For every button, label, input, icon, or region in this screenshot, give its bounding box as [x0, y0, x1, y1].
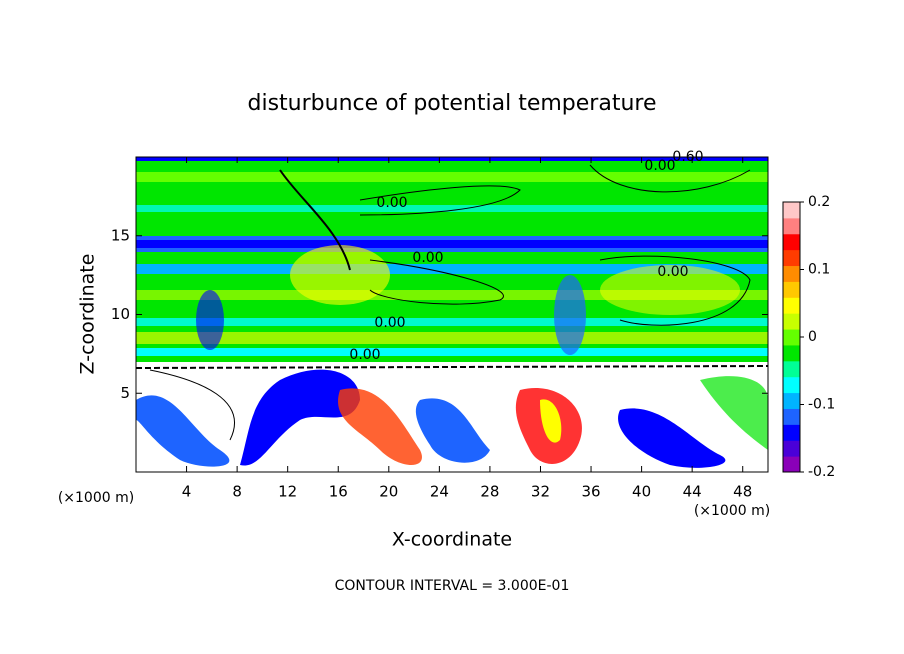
x-tick-label: 40 [632, 483, 651, 501]
x-tick-label: 16 [329, 483, 348, 501]
contour-label: 0.00 [644, 158, 675, 174]
x-tick-label: 36 [581, 483, 600, 501]
colorbar-segment [783, 360, 800, 378]
colorbar-tick-label: 0.2 [808, 194, 830, 210]
colorbar-segment [783, 344, 800, 362]
colorbar-tick-label: -0.1 [808, 397, 835, 413]
y-tick-label: 10 [111, 305, 130, 323]
colorbar-segment [783, 456, 800, 473]
contour-label: 0.60 [672, 149, 703, 165]
footer-note: CONTOUR INTERVAL = 3.000E-01 [335, 578, 570, 594]
contour-label: 0.00 [349, 347, 380, 363]
x-tick-label: 48 [733, 483, 752, 501]
x-tick-label: 44 [683, 483, 702, 501]
colorbar-segment [783, 392, 800, 409]
colorbar-segment [783, 249, 800, 267]
contour-label: 0.00 [374, 315, 405, 331]
x-tick-label: 20 [379, 483, 398, 501]
x-unit-label: (×1000 m) [58, 490, 134, 506]
x-tick-label: 32 [531, 483, 550, 501]
colorbar-segment [783, 313, 800, 330]
colorbar-segment [783, 408, 800, 425]
colorbar-segment [783, 265, 800, 282]
x-tick-label: 8 [232, 483, 242, 501]
x-axis-label: X-coordinate [392, 529, 512, 551]
x-tick-label: 4 [182, 483, 192, 501]
colorbar-segment [783, 297, 800, 314]
x-unit-label: (×1000 m) [694, 503, 770, 519]
colorbar-segment [783, 217, 800, 235]
colorbar-segment [783, 440, 800, 457]
colorbar-tick-label: 0 [808, 329, 817, 345]
chart-title: disturbunce of potential temperature [248, 91, 657, 116]
colorbar-segment [783, 329, 800, 346]
y-tick-label: 5 [120, 384, 130, 402]
y-tick-label: 15 [111, 226, 130, 244]
x-tick-label: 28 [480, 483, 499, 501]
colorbar-segment [783, 202, 800, 219]
y-axis-label: Z-coordinate [77, 254, 99, 375]
colorbar-tick-label: -0.2 [808, 464, 835, 480]
colorbar-segment [783, 233, 800, 251]
contour-label: 0.00 [657, 264, 688, 280]
field [135, 157, 769, 472]
x-tick-label: 24 [430, 483, 449, 501]
contour-label: 0.00 [376, 195, 407, 211]
colorbar-segment [783, 281, 800, 298]
contour-label: 0.00 [412, 250, 443, 266]
colorbar-segment [783, 424, 800, 441]
colorbar-segment [783, 376, 800, 394]
colorbar-tick-label: 0.1 [808, 262, 830, 278]
x-tick-label: 12 [278, 483, 297, 501]
